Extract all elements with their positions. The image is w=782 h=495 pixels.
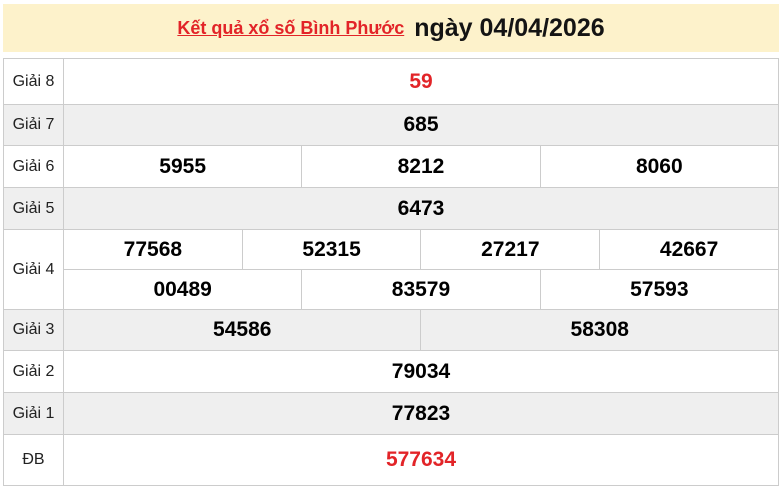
prize-number: 577634 bbox=[63, 434, 779, 486]
prize-number: 83579 bbox=[301, 269, 541, 310]
table-row-giai-3: Giải 3 54586 58308 bbox=[3, 309, 779, 351]
prize-number: 52315 bbox=[241, 229, 422, 270]
title-link[interactable]: Kết quả xổ số Bình Phước bbox=[177, 17, 405, 38]
table-row-giai-2: Giải 2 79034 bbox=[3, 350, 779, 393]
prize-number: 5955 bbox=[62, 145, 303, 188]
table-row-giai-6: Giải 6 5955 8212 8060 bbox=[3, 145, 780, 188]
prize-label: Giải 4 bbox=[3, 229, 64, 310]
prize-number: 54586 bbox=[62, 309, 422, 351]
prize-number: 57593 bbox=[539, 269, 780, 310]
prize-number: 42667 bbox=[599, 229, 779, 270]
table-row-giai-8: Giải 8 59 bbox=[3, 58, 779, 105]
prize-label: Giải 7 bbox=[3, 104, 64, 146]
prize-number: 00489 bbox=[62, 269, 303, 310]
prize-label: Giải 5 bbox=[3, 187, 64, 230]
table-row-giai-1: Giải 1 77823 bbox=[3, 392, 779, 435]
table-row-giai-5: Giải 5 6473 bbox=[3, 187, 779, 230]
prize-number: 685 bbox=[63, 104, 779, 146]
prize-number: 58308 bbox=[420, 309, 779, 351]
results-table: Giải 8 59 Giải 7 685 Giải 6 5955 8212 80… bbox=[3, 58, 780, 486]
table-row-db: ĐB 577634 bbox=[3, 434, 779, 486]
table-row-giai-4-line-2: 00489 83579 57593 bbox=[4, 269, 780, 310]
prize-label: Giải 8 bbox=[3, 58, 64, 105]
prize-number: 79034 bbox=[63, 350, 779, 393]
prize-number: 8060 bbox=[539, 145, 780, 188]
prize-label: Giải 1 bbox=[3, 392, 64, 435]
prize-label: Giải 2 bbox=[3, 350, 64, 393]
prize-label: Giải 3 bbox=[3, 309, 64, 351]
prize-number: 27217 bbox=[420, 229, 601, 270]
prize-number: 59 bbox=[63, 58, 779, 105]
prize-label: ĐB bbox=[3, 434, 64, 486]
prize-number: 77568 bbox=[63, 229, 243, 270]
prize-number: 6473 bbox=[63, 187, 779, 230]
header-date: ngày 04/04/2026 bbox=[414, 13, 605, 42]
table-row-giai-7: Giải 7 685 bbox=[3, 104, 779, 146]
prize-number: 77823 bbox=[63, 392, 779, 435]
prize-number: 8212 bbox=[301, 145, 541, 188]
prize-label: Giải 6 bbox=[3, 145, 64, 188]
table-row-giai-4-line-1: Giải 4 77568 52315 27217 42667 bbox=[3, 229, 779, 310]
page-header: Kết quả xổ số Bình Phước ngày 04/04/2026 bbox=[3, 4, 779, 52]
